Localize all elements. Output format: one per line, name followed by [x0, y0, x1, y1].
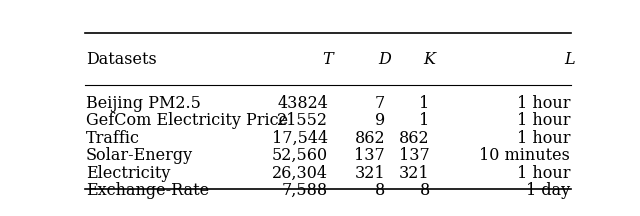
- Text: 1 hour: 1 hour: [516, 165, 570, 182]
- Text: 1 hour: 1 hour: [516, 130, 570, 147]
- Text: 8: 8: [375, 182, 385, 199]
- Text: 9: 9: [375, 112, 385, 129]
- Text: 43824: 43824: [277, 95, 328, 112]
- Text: 8: 8: [419, 182, 429, 199]
- Text: Datasets: Datasets: [86, 51, 157, 68]
- Text: 52,560: 52,560: [272, 147, 328, 164]
- Text: 1: 1: [419, 95, 429, 112]
- Text: 862: 862: [399, 130, 429, 147]
- Text: 26,304: 26,304: [272, 165, 328, 182]
- Text: 1 day: 1 day: [526, 182, 570, 199]
- Text: 17,544: 17,544: [272, 130, 328, 147]
- Text: 137: 137: [355, 147, 385, 164]
- Text: T: T: [323, 51, 333, 68]
- Text: Traffic: Traffic: [86, 130, 140, 147]
- Text: 1: 1: [419, 112, 429, 129]
- Text: K: K: [424, 51, 436, 68]
- Text: L: L: [564, 51, 575, 68]
- Text: 862: 862: [355, 130, 385, 147]
- Text: Electricity: Electricity: [86, 165, 170, 182]
- Text: D: D: [379, 51, 392, 68]
- Text: 321: 321: [399, 165, 429, 182]
- Text: 137: 137: [399, 147, 429, 164]
- Text: 321: 321: [355, 165, 385, 182]
- Text: 10 minutes: 10 minutes: [479, 147, 570, 164]
- Text: 1 hour: 1 hour: [516, 95, 570, 112]
- Text: GefCom Electricity Price: GefCom Electricity Price: [86, 112, 288, 129]
- Text: Solar-Energy: Solar-Energy: [86, 147, 193, 164]
- Text: 21552: 21552: [277, 112, 328, 129]
- Text: 7: 7: [375, 95, 385, 112]
- Text: 1 hour: 1 hour: [516, 112, 570, 129]
- Text: 7,588: 7,588: [282, 182, 328, 199]
- Text: Beijing PM2.5: Beijing PM2.5: [86, 95, 201, 112]
- Text: Exchange-Rate: Exchange-Rate: [86, 182, 209, 199]
